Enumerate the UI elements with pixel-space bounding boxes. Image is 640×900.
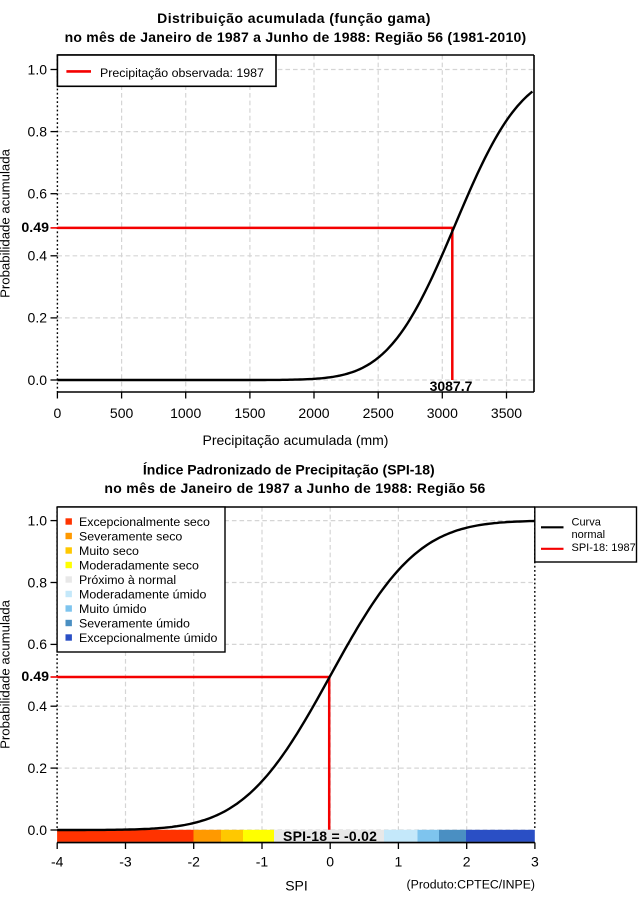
svg-text:2: 2 bbox=[463, 854, 471, 870]
svg-text:Muito úmido: Muito úmido bbox=[79, 602, 147, 616]
svg-text:0.8: 0.8 bbox=[28, 574, 48, 590]
svg-text:Moderadamente úmido: Moderadamente úmido bbox=[79, 587, 207, 601]
svg-text:-2: -2 bbox=[187, 854, 200, 870]
svg-text:0.2: 0.2 bbox=[28, 310, 48, 326]
svg-text:0.49: 0.49 bbox=[21, 220, 49, 236]
svg-text:1000: 1000 bbox=[170, 405, 201, 421]
svg-text:Próximo à normal: Próximo à normal bbox=[79, 573, 176, 587]
svg-text:500: 500 bbox=[110, 405, 134, 421]
svg-text:-4: -4 bbox=[51, 854, 64, 870]
svg-text:Distribuição acumulada (função: Distribuição acumulada (função gama) bbox=[157, 10, 431, 26]
svg-text:3: 3 bbox=[531, 854, 539, 870]
svg-text:1500: 1500 bbox=[234, 405, 265, 421]
svg-text:Probabilidade acumulada: Probabilidade acumulada bbox=[0, 599, 13, 748]
svg-text:0.0: 0.0 bbox=[28, 822, 48, 838]
svg-text:0.6: 0.6 bbox=[28, 636, 48, 652]
svg-text:0.4: 0.4 bbox=[28, 248, 48, 264]
svg-text:2000: 2000 bbox=[298, 405, 329, 421]
svg-text:Severamente úmido: Severamente úmido bbox=[79, 616, 190, 630]
svg-text:0.2: 0.2 bbox=[28, 760, 48, 776]
svg-text:no mês de Janeiro de 1987 a Ju: no mês de Janeiro de 1987 a Junho de 198… bbox=[104, 480, 485, 496]
svg-text:Curva: Curva bbox=[572, 517, 602, 529]
svg-text:0: 0 bbox=[54, 405, 62, 421]
svg-text:0.0: 0.0 bbox=[28, 372, 48, 388]
svg-text:0: 0 bbox=[326, 854, 334, 870]
svg-text:Excepcionalmente úmido: Excepcionalmente úmido bbox=[79, 631, 218, 645]
svg-text:-3: -3 bbox=[119, 854, 132, 870]
svg-text:3000: 3000 bbox=[427, 405, 458, 421]
svg-text:Muito seco: Muito seco bbox=[79, 544, 139, 558]
svg-text:SPI-18 = -0.02: SPI-18 = -0.02 bbox=[283, 828, 377, 844]
svg-text:2500: 2500 bbox=[363, 405, 394, 421]
svg-text:SPI: SPI bbox=[285, 878, 308, 894]
svg-text:Severamente seco: Severamente seco bbox=[79, 529, 182, 543]
svg-text:(Produto:CPTEC/INPE): (Produto:CPTEC/INPE) bbox=[407, 878, 535, 892]
svg-text:-1: -1 bbox=[256, 854, 269, 870]
svg-text:1.0: 1.0 bbox=[28, 61, 48, 77]
svg-text:Probabilidade acumulada: Probabilidade acumulada bbox=[0, 148, 13, 297]
svg-text:Índice Padronizado de Precipit: Índice Padronizado de Precipitação (SPI-… bbox=[143, 462, 435, 478]
svg-text:0.8: 0.8 bbox=[28, 123, 48, 139]
svg-text:Precipitação observada: 1987: Precipitação observada: 1987 bbox=[100, 66, 264, 80]
svg-text:0.6: 0.6 bbox=[28, 186, 48, 202]
svg-text:Precipitação acumulada (mm): Precipitação acumulada (mm) bbox=[203, 432, 389, 448]
svg-text:0.49: 0.49 bbox=[21, 669, 49, 685]
svg-text:no mês de Janeiro de 1987 a Ju: no mês de Janeiro de 1987 a Junho de 198… bbox=[65, 29, 527, 45]
svg-text:3087.7: 3087.7 bbox=[430, 378, 473, 394]
svg-text:1: 1 bbox=[395, 854, 403, 870]
svg-text:SPI-18: 1987: SPI-18: 1987 bbox=[572, 542, 636, 554]
svg-text:0.4: 0.4 bbox=[28, 698, 48, 714]
svg-text:Excepcionalmente seco: Excepcionalmente seco bbox=[79, 515, 210, 529]
svg-text:normal: normal bbox=[572, 529, 606, 541]
svg-text:3500: 3500 bbox=[491, 405, 522, 421]
svg-text:Moderadamente seco: Moderadamente seco bbox=[79, 558, 199, 572]
svg-text:1.0: 1.0 bbox=[28, 512, 48, 528]
